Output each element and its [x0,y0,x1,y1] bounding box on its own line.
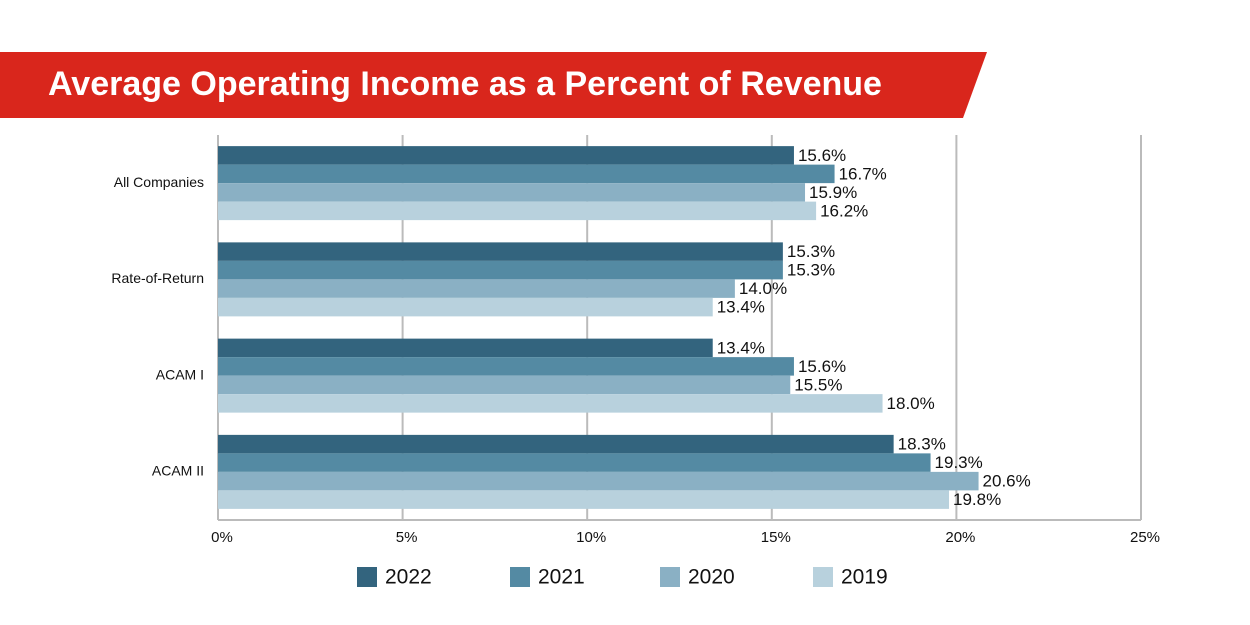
bar [218,471,979,491]
bar [218,375,791,395]
bar [218,434,894,454]
data-label: 18.0% [887,394,935,413]
bar [218,242,783,261]
y-tick-label: All Companies [114,174,204,190]
data-label: 15.3% [787,242,835,261]
bar [218,490,950,509]
data-label: 15.6% [798,146,846,165]
data-label: 13.4% [717,298,765,317]
data-label: 15.5% [794,375,842,394]
data-label: 19.8% [953,490,1001,509]
data-label: 20.6% [983,472,1031,491]
legend-swatch [813,567,833,587]
x-tick-label: 15% [761,529,791,546]
data-label: 16.2% [820,201,868,220]
bar [218,338,713,358]
legend-swatch [357,567,377,587]
chart-title: Average Operating Income as a Percent of… [48,65,882,103]
data-label: 15.3% [787,261,835,280]
y-tick-label: Rate-of-Return [111,270,204,286]
legend-swatch [510,567,530,587]
x-tick-label: 20% [945,529,975,546]
bar [218,164,835,184]
x-tick-label: 25% [1130,529,1160,546]
data-label: 13.4% [717,338,765,357]
x-tick-label: 5% [396,529,418,546]
bar [218,146,794,165]
legend-label: 2022 [385,566,432,589]
bar [218,394,883,413]
bar [218,279,735,298]
data-label: 15.6% [798,357,846,376]
data-label: 19.3% [935,453,983,472]
data-label: 18.3% [898,435,946,454]
x-tick-label: 10% [576,529,606,546]
data-label: 16.7% [839,164,887,183]
legend-label: 2019 [841,566,888,589]
x-tick-label: 0% [211,529,233,546]
bar [218,357,794,376]
legend-label: 2020 [688,566,735,589]
title-banner [0,52,987,118]
y-tick-label: ACAM I [156,366,204,382]
legend-swatch [660,567,680,587]
y-tick-label: ACAM II [152,463,204,479]
data-label: 15.9% [809,183,857,202]
bar [218,201,817,221]
legend-label: 2021 [538,566,585,589]
bar [218,260,783,280]
bar [218,453,931,472]
bar [218,183,806,202]
data-label: 14.0% [739,279,787,298]
bar [218,297,713,317]
